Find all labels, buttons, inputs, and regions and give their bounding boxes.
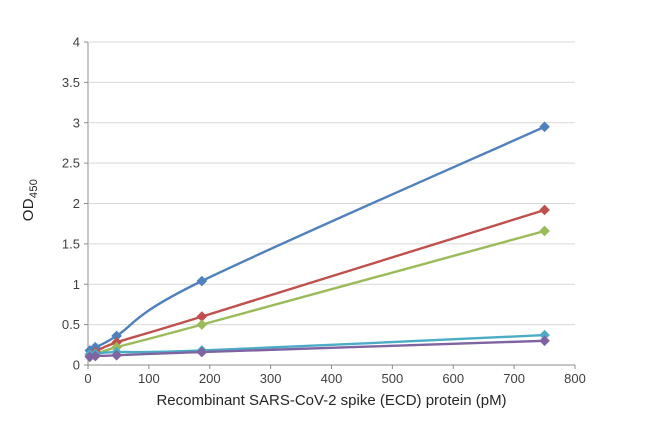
data-point-marker-purple [539, 335, 550, 347]
data-point-marker-red [539, 204, 550, 216]
y-axis-title: OD450 [20, 179, 40, 221]
x-tick-label: 300 [260, 371, 282, 386]
data-point-marker-blue [539, 121, 550, 133]
x-axis-title: Recombinant SARS-CoV-2 spike (ECD) prote… [156, 392, 507, 409]
x-tick-label: 100 [138, 371, 160, 386]
data-point-marker-green [196, 319, 208, 330]
y-axis-title-subscript: 450 [28, 178, 40, 199]
series-line-red [88, 208, 546, 356]
y-tick-label: 1.5 [62, 236, 80, 251]
y-tick-label: 3 [73, 115, 80, 130]
x-tick-label: 400 [321, 371, 343, 386]
data-point-marker-purple [196, 346, 208, 358]
series-line-blue [88, 125, 546, 352]
y-tick-label: 1 [73, 277, 80, 292]
x-tick-label: 700 [503, 371, 525, 386]
series-line-purple [88, 339, 546, 359]
y-tick-label: 2.5 [62, 156, 80, 171]
series-line-cyan [88, 333, 546, 356]
data-point-marker-purple [89, 350, 101, 362]
y-tick-label: 4 [73, 35, 80, 50]
y-tick-label: 0.5 [62, 317, 80, 332]
y-axis-title-text: OD [20, 198, 37, 222]
x-tick-label: 0 [84, 371, 91, 386]
x-tick-label: 500 [382, 371, 404, 386]
y-tick-label: 3.5 [62, 75, 80, 90]
data-point-marker-blue [196, 275, 208, 287]
y-tick-label: 0 [73, 358, 80, 373]
x-tick-label: 800 [564, 371, 586, 386]
data-point-marker-green [539, 225, 550, 237]
x-tick-label: 600 [442, 371, 464, 386]
y-tick-label: 2 [73, 196, 80, 211]
x-tick-label: 200 [199, 371, 221, 386]
data-point-marker-purple [111, 350, 122, 361]
